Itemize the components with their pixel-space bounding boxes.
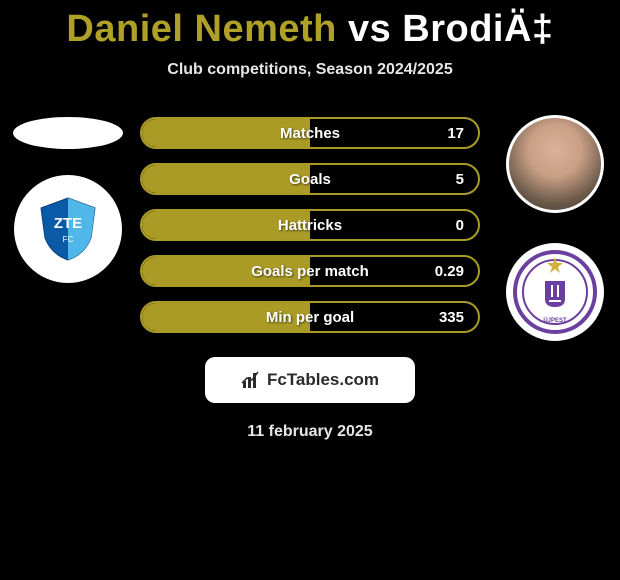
date-label: 11 february 2025	[0, 423, 620, 441]
stat-value: 0	[456, 211, 464, 239]
subtitle: Club competitions, Season 2024/2025	[0, 61, 620, 79]
title-vs: vs	[348, 8, 391, 50]
stat-label: Matches	[142, 119, 478, 147]
svg-text:ZTE: ZTE	[54, 215, 82, 232]
player2-avatar	[506, 115, 604, 213]
stat-label: Goals per match	[142, 257, 478, 285]
stat-row: Goals per match0.29	[140, 255, 480, 287]
stats-list: Matches17 Goals5 Hattricks0 Goals per match…	[140, 117, 480, 333]
branding-text: FcTables.com	[267, 370, 379, 390]
stat-value: 0.29	[435, 257, 464, 285]
stat-value: 5	[456, 165, 464, 193]
page-title: Daniel Nemeth vs BrodiÄ‡	[0, 0, 620, 51]
left-column: ZTE FC	[8, 117, 128, 283]
player1-avatar-placeholder	[13, 117, 123, 149]
zte-shield-icon: ZTE FC	[33, 194, 103, 264]
stat-label: Goals	[142, 165, 478, 193]
svg-text:FC: FC	[63, 235, 74, 244]
stat-row: Goals5	[140, 163, 480, 195]
stat-label: Min per goal	[142, 303, 478, 331]
branding-card[interactable]: FcTables.com	[205, 357, 415, 403]
title-player2: BrodiÄ‡	[402, 8, 553, 50]
player1-club-badge: ZTE FC	[14, 175, 122, 283]
player2-club-badge: ÚJPEST	[506, 243, 604, 341]
stat-value: 335	[439, 303, 464, 331]
ujpest-badge-icon: ÚJPEST	[512, 249, 598, 335]
stat-row: Hattricks0	[140, 209, 480, 241]
svg-text:ÚJPEST: ÚJPEST	[543, 317, 567, 324]
title-player1: Daniel Nemeth	[66, 8, 336, 50]
content-area: ZTE FC ÚJPEST Matches17 Goals5 Hattricks0 G…	[0, 117, 620, 333]
stat-row: Matches17	[140, 117, 480, 149]
bar-chart-icon	[241, 370, 261, 390]
stat-value: 17	[447, 119, 464, 147]
stat-row: Min per goal335	[140, 301, 480, 333]
stat-label: Hattricks	[142, 211, 478, 239]
right-column: ÚJPEST	[500, 115, 610, 341]
